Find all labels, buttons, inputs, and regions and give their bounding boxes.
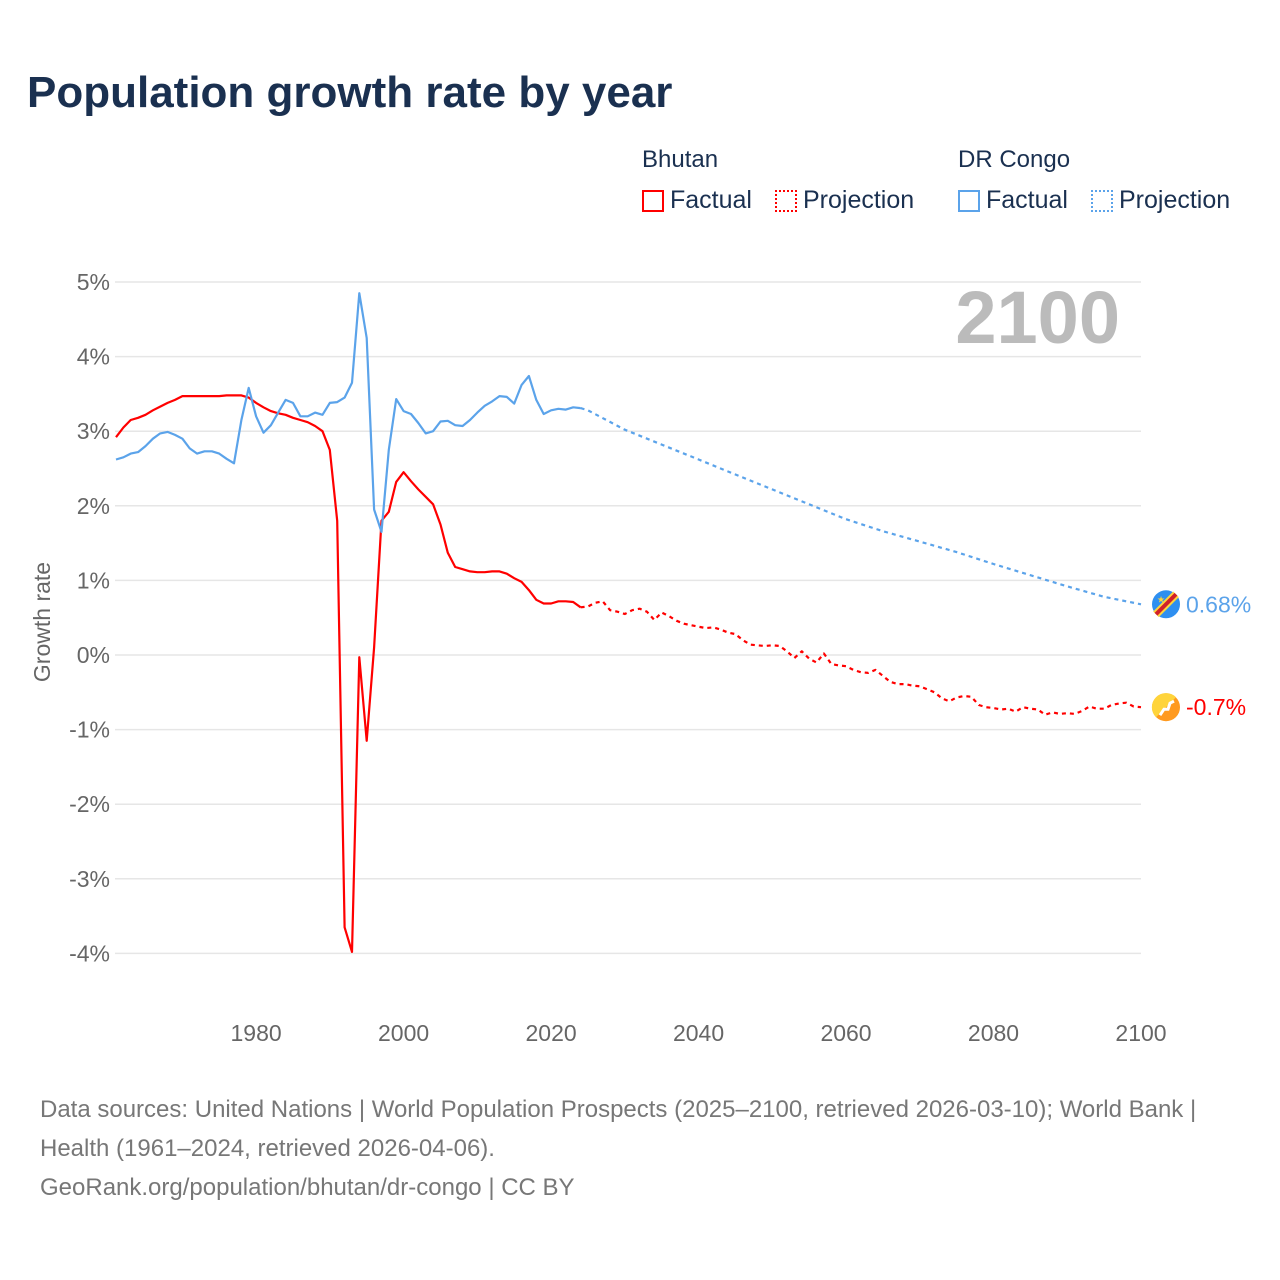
x-tick-label: 2060 — [820, 1020, 871, 1046]
x-tick-label: 2020 — [525, 1020, 576, 1046]
x-tick-label: 2080 — [968, 1020, 1019, 1046]
legend-swatch — [775, 189, 797, 212]
y-tick-label: 5% — [77, 269, 110, 295]
legend-group-bhutan: Bhutan — [642, 146, 719, 173]
y-tick-label: 4% — [77, 344, 110, 370]
y-tick-label: -2% — [69, 791, 110, 817]
chart-title: Population growth rate by year — [27, 68, 673, 117]
end-label: 0.68% — [1186, 591, 1251, 617]
source-text: Data sources: United Nations | World Pop… — [40, 1090, 1240, 1207]
y-tick-label: -4% — [69, 940, 110, 966]
series-line-bhutan-factual — [115, 394, 582, 954]
y-tick-label: -3% — [69, 866, 110, 892]
x-tick-label: 2100 — [1115, 1020, 1166, 1046]
svg-text:★: ★ — [1157, 594, 1165, 604]
series-line-bhutan-projection — [580, 600, 1142, 716]
legend-swatch — [642, 189, 664, 212]
series-line-dr-congo-factual — [115, 292, 581, 534]
legend-label: Projection — [1119, 186, 1231, 214]
y-tick-label: -1% — [69, 717, 110, 743]
x-tick-label: 2040 — [673, 1020, 724, 1046]
end-label: -0.7% — [1186, 694, 1246, 720]
y-tick-label: 2% — [77, 493, 110, 519]
legend-swatch — [1091, 189, 1113, 212]
y-axis-label: Growth rate — [29, 562, 55, 682]
source-line: Data sources: United Nations | World Pop… — [40, 1096, 1197, 1162]
legend-drcongo-factual[interactable]: Factual — [958, 186, 1068, 215]
x-tick-label: 1980 — [231, 1020, 282, 1046]
legend-swatch — [958, 189, 980, 212]
drcongo-flag-icon: ★ — [1152, 590, 1180, 619]
legend-label: Projection — [803, 186, 915, 214]
x-tick-label: 2000 — [378, 1020, 429, 1046]
year-watermark: 2100 — [955, 276, 1120, 359]
legend-label: Factual — [986, 186, 1068, 214]
legend-drcongo-projection[interactable]: Projection — [1091, 186, 1230, 215]
legend-group-drcongo: DR Congo — [958, 146, 1071, 173]
legend-label: Factual — [670, 186, 752, 214]
y-tick-label: 0% — [77, 642, 110, 668]
source-url[interactable]: GeoRank.org/population/bhutan/dr-congo |… — [40, 1174, 575, 1201]
y-tick-label: 3% — [77, 418, 110, 444]
series-line-dr-congo-projection — [580, 407, 1142, 606]
legend-bhutan-factual[interactable]: Factual — [642, 186, 752, 215]
y-tick-label: 1% — [77, 567, 110, 593]
legend-bhutan-projection[interactable]: Projection — [775, 186, 914, 215]
bhutan-flag-icon — [1151, 693, 1180, 722]
